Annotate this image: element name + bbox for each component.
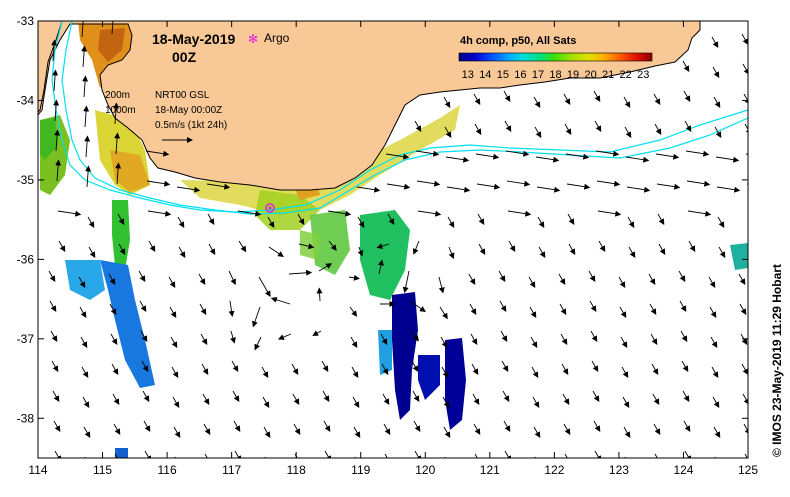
sst-patch-blue-small xyxy=(115,448,128,458)
colorbar-ticks: 13 14 15 16 17 18 19 20 21 22 23 xyxy=(462,69,650,81)
colorbar-tick-label: 22 xyxy=(620,69,632,81)
y-tick-label: -34 xyxy=(17,93,35,107)
x-tick-label: 124 xyxy=(673,463,693,477)
colorbar-tick-label: 19 xyxy=(567,69,579,81)
y-tick-label: -37 xyxy=(17,332,35,346)
y-tick-label: -38 xyxy=(17,411,35,425)
x-tick-label: 118 xyxy=(287,463,306,477)
current-arrow xyxy=(749,244,755,254)
current-arrow xyxy=(535,457,541,467)
argo-legend-label: Argo xyxy=(264,31,290,45)
colorbar-tick-label: 13 xyxy=(462,69,474,81)
x-tick-label: 123 xyxy=(609,463,629,477)
current-arrow xyxy=(747,184,769,187)
x-tick-label: 115 xyxy=(93,463,112,477)
imos-credit: © IMOS 23-May-2019 11:29 Hobart xyxy=(770,264,784,457)
colorbar-tick-label: 14 xyxy=(479,69,491,81)
y-tick-label: -36 xyxy=(17,252,35,266)
x-tick-label: 116 xyxy=(158,463,177,477)
x-tick-label: 117 xyxy=(222,463,241,477)
x-tick-label: 121 xyxy=(480,463,500,477)
x-tick-label: 114 xyxy=(28,463,47,477)
current-arrow xyxy=(746,154,768,157)
sst-patch-cyan-mid xyxy=(378,330,392,375)
colorbar-tick-label: 21 xyxy=(602,69,614,81)
current-arrow xyxy=(445,457,451,467)
map-date-title: 18-May-2019 xyxy=(152,31,235,47)
map-time-title: 00Z xyxy=(172,49,197,65)
argo-legend-icon: ✻ xyxy=(248,32,258,46)
current-arrow xyxy=(715,457,721,467)
current-arrow xyxy=(85,457,91,467)
valid-time-label: 18-May 00:00Z xyxy=(155,105,222,116)
colorbar-gradient xyxy=(459,53,652,61)
isobath-1000m-label: 1000m xyxy=(105,105,136,116)
isobath-200m-label: 200m xyxy=(105,90,130,101)
colorbar-tick-label: 20 xyxy=(584,69,596,81)
colorbar-title: 4h comp, p50, All Sats xyxy=(460,35,576,47)
current-arrow xyxy=(748,214,754,224)
y-tick-label: -33 xyxy=(17,14,35,28)
colorbar-tick-label: 17 xyxy=(532,69,544,81)
colorbar-tick-label: 15 xyxy=(497,69,509,81)
x-tick-label: 120 xyxy=(415,463,435,477)
x-tick-label: 125 xyxy=(738,463,758,477)
x-tick-label: 122 xyxy=(544,463,564,477)
y-tick-label: -35 xyxy=(17,173,35,187)
colorbar-tick-label: 16 xyxy=(514,69,526,81)
x-tick-label: 119 xyxy=(351,463,370,477)
colorbar-tick-label: 23 xyxy=(637,69,649,81)
product-label: NRT00 GSL xyxy=(155,90,210,101)
scale-arrow-label: 0.5m/s (1kt 24h) xyxy=(155,120,227,131)
colorbar-tick-label: 18 xyxy=(549,69,561,81)
current-arrow xyxy=(265,457,271,467)
